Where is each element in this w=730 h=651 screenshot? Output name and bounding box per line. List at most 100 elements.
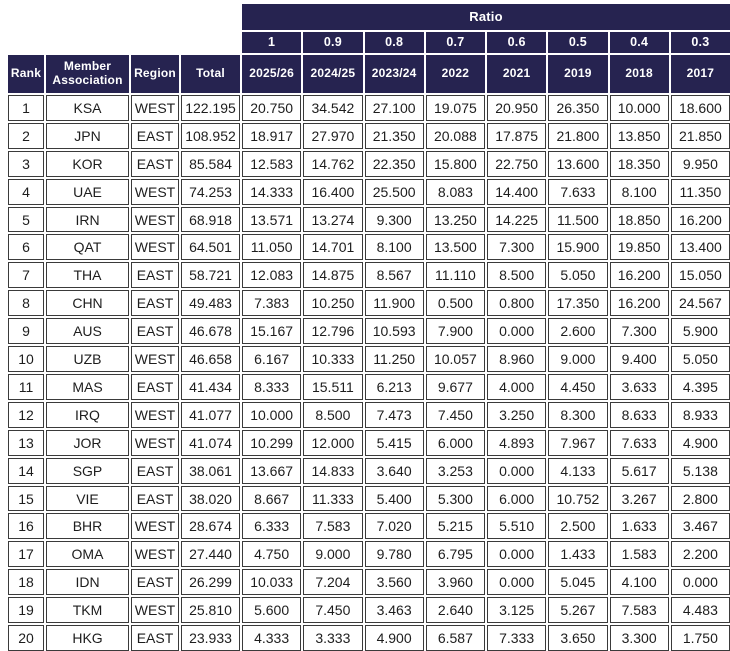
ratio-cell: 4.900 xyxy=(670,429,730,456)
member-cell: KSA xyxy=(46,95,129,121)
ratio-cell: 10.033 xyxy=(242,569,302,596)
ratio-cell: 3.650 xyxy=(548,625,608,651)
rank-cell: 18 xyxy=(8,569,44,596)
ratio-cell: 7.300 xyxy=(609,318,669,345)
member-cell: UZB xyxy=(46,346,129,372)
ratio-cell: 3.300 xyxy=(609,625,669,651)
ratio-cell: 7.583 xyxy=(609,597,669,624)
ratio-cell: 13.250 xyxy=(425,206,485,233)
ratio-cell: 10.000 xyxy=(242,401,302,428)
rank-cell: 7 xyxy=(8,262,44,289)
member-cell: BHR xyxy=(46,513,129,540)
ratio-cell: 3.560 xyxy=(364,569,424,596)
ratio-value-header: 0.6 xyxy=(487,32,547,53)
ratio-cell: 9.950 xyxy=(670,150,730,177)
ratio-cell: 18.600 xyxy=(670,95,730,121)
ratio-cell: 4.395 xyxy=(670,373,730,400)
ratio-cell: 14.225 xyxy=(487,206,547,233)
ratio-cell: 4.000 xyxy=(487,373,547,400)
total-cell: 46.658 xyxy=(181,346,240,372)
ratio-cell: 14.875 xyxy=(303,262,363,289)
ratio-cell: 10.333 xyxy=(303,346,363,372)
ratio-cell: 12.796 xyxy=(303,318,363,345)
ratio-cell: 2.800 xyxy=(670,485,730,512)
member-cell: KOR xyxy=(46,150,129,177)
ratio-cell: 13.500 xyxy=(425,234,485,261)
ratio-cell: 15.050 xyxy=(670,262,730,289)
rank-cell: 6 xyxy=(8,234,44,261)
ratio-cell: 8.667 xyxy=(242,485,302,512)
region-cell: WEST xyxy=(131,95,179,121)
region-cell: WEST xyxy=(131,401,179,428)
ratio-cell: 3.125 xyxy=(487,597,547,624)
ratio-cell: 7.967 xyxy=(548,429,608,456)
rank-cell: 15 xyxy=(8,485,44,512)
ratio-cell: 5.510 xyxy=(487,513,547,540)
ratio-cell: 12.000 xyxy=(303,429,363,456)
column-header-2024-25: 2024/25 xyxy=(303,55,363,93)
ratio-cell: 3.960 xyxy=(425,569,485,596)
ratio-cell: 21.350 xyxy=(364,122,424,149)
total-cell: 64.501 xyxy=(181,234,240,261)
ratio-cell: 8.633 xyxy=(609,401,669,428)
ratio-cell: 7.633 xyxy=(548,178,608,205)
member-cell: MAS xyxy=(46,373,129,400)
ratio-cell: 6.213 xyxy=(364,373,424,400)
total-cell: 68.918 xyxy=(181,206,240,233)
rank-cell: 11 xyxy=(8,373,44,400)
region-cell: EAST xyxy=(131,485,179,512)
ratio-cell: 20.088 xyxy=(425,122,485,149)
column-header-member-association: Member Association xyxy=(46,55,129,93)
ratio-cell: 5.600 xyxy=(242,597,302,624)
rank-cell: 5 xyxy=(8,206,44,233)
region-cell: WEST xyxy=(131,178,179,205)
ratio-cell: 11.900 xyxy=(364,290,424,317)
ratio-cell: 11.350 xyxy=(670,178,730,205)
total-cell: 41.077 xyxy=(181,401,240,428)
ratio-cell: 4.100 xyxy=(609,569,669,596)
ratio-cell: 11.250 xyxy=(364,346,424,372)
ratio-cell: 13.667 xyxy=(242,457,302,484)
ratio-cell: 5.045 xyxy=(548,569,608,596)
ratio-cell: 14.333 xyxy=(242,178,302,205)
ratio-cell: 8.300 xyxy=(548,401,608,428)
region-cell: WEST xyxy=(131,206,179,233)
ratio-cell: 20.750 xyxy=(242,95,302,121)
member-cell: THA xyxy=(46,262,129,289)
member-cell: TKM xyxy=(46,597,129,624)
ratio-value-header: 1 xyxy=(242,32,302,53)
ratio-cell: 21.800 xyxy=(548,122,608,149)
ratio-cell: 3.633 xyxy=(609,373,669,400)
region-cell: WEST xyxy=(131,597,179,624)
region-cell: EAST xyxy=(131,262,179,289)
column-header-2025-26: 2025/26 xyxy=(242,55,302,93)
total-cell: 38.020 xyxy=(181,485,240,512)
ratio-cell: 12.583 xyxy=(242,150,302,177)
column-header-2017: 2017 xyxy=(670,55,730,93)
ratio-cell: 16.200 xyxy=(609,262,669,289)
rank-cell: 17 xyxy=(8,541,44,568)
ratio-cell: 7.333 xyxy=(487,625,547,651)
ratio-cell: 7.900 xyxy=(425,318,485,345)
total-cell: 26.299 xyxy=(181,569,240,596)
region-cell: EAST xyxy=(131,457,179,484)
ratio-cell: 8.083 xyxy=(425,178,485,205)
total-cell: 41.074 xyxy=(181,429,240,456)
ratio-cell: 0.000 xyxy=(487,457,547,484)
ranking-table: Ratio 1 0.9 0.8 0.7 0.6 0.5 0.4 0.3 Rank Member As… xyxy=(8,4,730,651)
member-cell: AUS xyxy=(46,318,129,345)
total-cell: 28.674 xyxy=(181,513,240,540)
ratio-cell: 7.583 xyxy=(303,513,363,540)
region-cell: EAST xyxy=(131,150,179,177)
ratio-cell: 19.850 xyxy=(609,234,669,261)
ratio-cell: 13.571 xyxy=(242,206,302,233)
ratio-cell: 16.400 xyxy=(303,178,363,205)
member-cell: QAT xyxy=(46,234,129,261)
ratio-cell: 0.800 xyxy=(487,290,547,317)
ratio-cell: 12.083 xyxy=(242,262,302,289)
member-cell: OMA xyxy=(46,541,129,568)
ratio-value-header: 0.4 xyxy=(609,32,669,53)
ratio-cell: 17.875 xyxy=(487,122,547,149)
ratio-cell: 9.300 xyxy=(364,206,424,233)
ratio-cell: 10.057 xyxy=(425,346,485,372)
